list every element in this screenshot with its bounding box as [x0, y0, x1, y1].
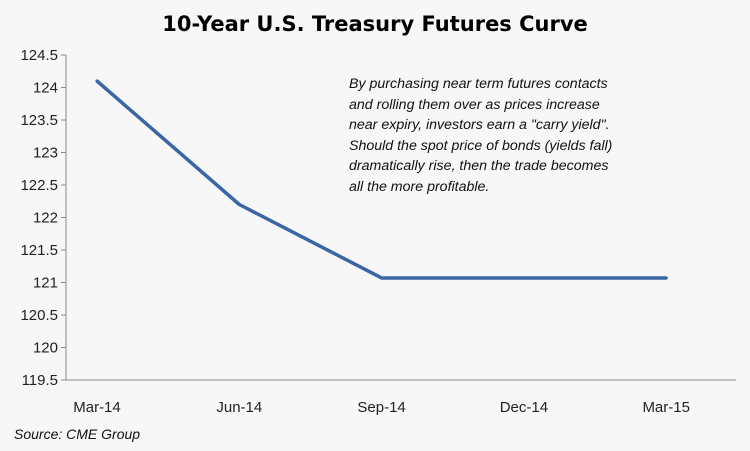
y-tick-label: 124 — [33, 80, 58, 97]
x-tick-label: Mar-14 — [73, 399, 121, 416]
data-point — [522, 276, 526, 280]
annotation-line: near expiry, investors earn a "carry yie… — [349, 117, 610, 133]
y-tick-label: 123 — [33, 145, 58, 162]
y-tick-label: 120 — [33, 340, 58, 357]
data-point — [380, 276, 384, 280]
x-tick-label: Sep-14 — [357, 399, 405, 416]
source-note: Source: CME Group — [14, 426, 141, 442]
annotation-line: Should the spot price of bonds (yields f… — [349, 137, 613, 154]
annotation-line: dramatically rise, then the trade become… — [349, 158, 609, 174]
data-point — [95, 79, 99, 83]
y-tick-label: 124.5 — [20, 47, 58, 64]
chart-title: 10-Year U.S. Treasury Futures Curve — [162, 12, 588, 36]
x-tick-label: Dec-14 — [500, 399, 548, 416]
y-tick-label: 122 — [33, 210, 58, 227]
annotation: By purchasing near term futures contacts… — [349, 74, 719, 197]
x-tick-label: Jun-14 — [216, 399, 262, 416]
annotation-line: By purchasing near term futures contacts — [349, 76, 608, 92]
y-tick-label: 120.5 — [20, 307, 58, 324]
y-tick-label: 122.5 — [20, 177, 58, 194]
annotation-line: all the more profitable. — [349, 178, 490, 195]
y-tick-label: 119.5 — [22, 372, 58, 389]
y-tick-label: 121 — [33, 275, 58, 292]
data-point — [664, 276, 668, 280]
y-tick-label: 121.5 — [20, 242, 58, 259]
annotation-line: and rolling them over as prices increase — [349, 96, 600, 113]
data-point — [237, 202, 241, 207]
y-tick-label: 123.5 — [20, 112, 58, 129]
x-tick-label: Mar-15 — [642, 399, 690, 416]
